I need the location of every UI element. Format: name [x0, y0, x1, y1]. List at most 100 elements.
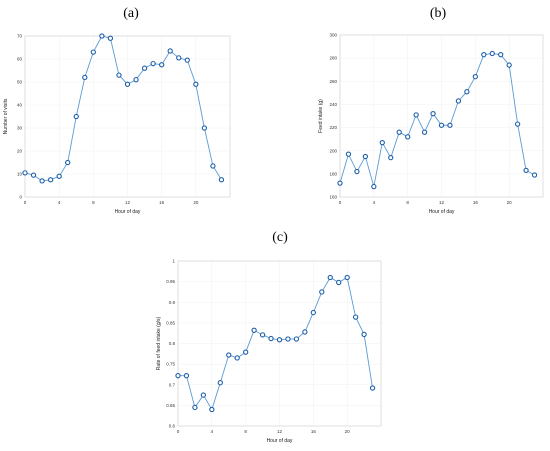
chart-b-x-tick-label: 0: [339, 200, 342, 205]
chart-b-y-tick-label: 160: [329, 195, 337, 200]
chart-a-data-point: [22, 170, 28, 176]
chart-b-data-point: [337, 180, 343, 186]
chart-a-data-point: [47, 177, 54, 183]
chart-a-data-point: [133, 77, 139, 83]
chart-a-x-tick-label: 4: [58, 200, 61, 205]
chart-a-data-point: [176, 55, 182, 61]
chart-c-plot-frame: [177, 260, 382, 427]
chart-b-data-point: [506, 62, 512, 68]
chart-b-x-tick-label: 8: [406, 200, 409, 205]
chart-a-data-point: [90, 49, 96, 55]
chart-c-data-point: [259, 332, 266, 338]
chart-b-plot-frame: [339, 34, 544, 198]
chart-a-data-point: [99, 33, 105, 39]
chart-b-data-point: [430, 111, 436, 117]
chart-b-data-point: [523, 167, 529, 174]
chart-c-x-tick-label: 4: [211, 429, 214, 434]
chart-a-data-point: [210, 163, 216, 169]
chart-b-data-point: [464, 89, 470, 95]
chart-c-x-axis-label: Hour of day: [267, 438, 293, 444]
chart-a-data-point: [56, 173, 62, 179]
chart-c-data-point: [369, 385, 376, 391]
chart-a-x-tick-label: 16: [159, 200, 165, 205]
chart-b-data-point: [455, 98, 462, 104]
chart-c-data-point: [251, 327, 257, 333]
chart-b-x-tick-label: 20: [507, 200, 513, 205]
chart-b-x-tick-label: 4: [373, 200, 376, 205]
chart-a-y-tick-label: 10: [17, 172, 23, 177]
chart-c-panel-label: (c): [272, 230, 288, 245]
chart-c-x-tick-label: 16: [311, 429, 317, 434]
chart-a-y-tick-label: 20: [17, 149, 23, 154]
chart-c-data-point: [327, 274, 333, 281]
chart-a-y-tick-label: 50: [17, 80, 23, 85]
chart-a-data-point: [73, 113, 79, 120]
chart-a-x-tick-label: 20: [193, 200, 199, 205]
chart-b-data-point: [531, 172, 538, 178]
chart-b-y-tick-label: 280: [329, 56, 337, 61]
chart-c-x-tick-label: 12: [277, 429, 283, 434]
chart-b-data-point: [345, 151, 352, 157]
chart-a-data-point: [159, 62, 165, 68]
chart-a-x-tick-label: 12: [125, 200, 131, 205]
chart-c-data-point: [352, 314, 359, 320]
chart-a-data-point: [65, 159, 71, 166]
chart-c-data-point: [183, 373, 190, 379]
chart-c-y-tick-label: 0.65: [166, 403, 175, 408]
chart-a-data-point: [218, 177, 225, 183]
chart-a-y-tick-label: 30: [17, 126, 23, 131]
chart-b-series-line: [339, 53, 535, 187]
chart-a-y-tick-label: 40: [17, 103, 23, 108]
chart-c-data-point: [285, 336, 291, 342]
chart-b-data-point: [498, 52, 504, 58]
chart-b-x-tick-label: 16: [473, 200, 479, 205]
chart-b-data-point: [413, 112, 419, 118]
chart-c-y-tick-label: 0.95: [166, 279, 175, 284]
chart-b-y-tick-label: 260: [329, 79, 337, 84]
chart-a-data-point: [30, 172, 37, 178]
chart-a-data-point: [150, 60, 156, 67]
chart-c-data-point: [361, 331, 367, 338]
chart-a-plot-frame: [24, 35, 231, 198]
chart-a-panel-label: (a): [123, 6, 139, 21]
chart-b-y-tick-label: 220: [329, 125, 337, 130]
chart-c-y-tick-label: 1: [172, 259, 175, 264]
chart-b-x-axis-label: Hour of day: [429, 209, 455, 215]
chart-c-data-point: [209, 406, 215, 413]
chart-b-data-point: [354, 168, 360, 175]
chart-a-y-tick-label: 70: [17, 34, 23, 39]
chart-c-y-tick-label: 0.7: [169, 382, 176, 387]
chart-b-panel-label: (b): [430, 6, 447, 21]
chart-b-y-tick-label: 180: [329, 171, 337, 176]
chart-b-y-tick-label: 200: [329, 148, 337, 153]
chart-a-data-point: [82, 74, 88, 81]
chart-a-data-point: [107, 35, 114, 41]
chart-b-data-point: [514, 121, 521, 127]
chart-b-data-point: [472, 74, 478, 80]
chart-c-data-point: [302, 329, 308, 335]
chart-c-data-point: [234, 355, 240, 361]
chart-c-data-point: [319, 289, 325, 295]
chart-c-data-point: [344, 274, 350, 281]
chart-c-data-point: [293, 336, 300, 342]
chart-b-data-point: [421, 129, 428, 135]
chart-b-data-point: [362, 153, 369, 160]
chart-b-data-point: [388, 155, 394, 161]
chart-b-y-tick-label: 300: [329, 33, 337, 38]
chart-a-y-tick-label: 0: [19, 195, 22, 200]
chart-c-y-tick-label: 0.75: [166, 362, 175, 367]
chart-c-y-tick-label: 0.8: [169, 341, 176, 346]
chart-a-data-point: [201, 125, 208, 131]
chart-a-y-axis-label: Number of visits: [3, 98, 9, 134]
chart-c-y-tick-label: 0.6: [169, 424, 176, 429]
chart-a-data-point: [39, 178, 45, 184]
chart-a-data-point: [167, 48, 173, 54]
chart-a-data-point: [124, 81, 131, 87]
chart-c-data-point: [192, 404, 198, 411]
chart-a-series-line: [24, 35, 222, 182]
chart-b-data-point: [438, 122, 445, 128]
chart-a-data-point: [184, 57, 190, 63]
chart-b-data-point: [405, 134, 411, 140]
chart-c-y-axis-label: Rate of feed intake (g/s): [156, 316, 162, 370]
